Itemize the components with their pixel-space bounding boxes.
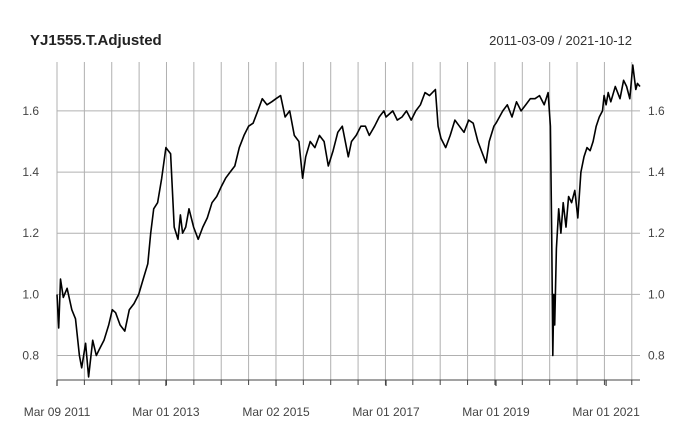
series-layer bbox=[56, 64, 641, 378]
x-tick-label: Mar 01 2017 bbox=[352, 405, 420, 419]
date-range-label: 2011-03-09 / 2021-10-12 bbox=[489, 33, 632, 48]
x-axis: Mar 09 2011 Mar 01 2013 Mar 02 2015 Mar 01 … bbox=[24, 379, 640, 419]
y-tick-label-right: 1.2 bbox=[648, 226, 665, 240]
y-tick-label-right: 1.6 bbox=[648, 104, 665, 118]
x-tick-label: Mar 01 2013 bbox=[132, 405, 200, 419]
y-tick-label-left: 1.4 bbox=[22, 165, 39, 179]
x-tick-label: Mar 09 2011 bbox=[24, 405, 91, 419]
y-axis-right-labels: 0.8 1.0 1.2 1.4 1.6 bbox=[648, 104, 665, 363]
x-tick-label: Mar 01 2021 bbox=[572, 405, 640, 419]
y-axis-left-labels: 0.8 1.0 1.2 1.4 1.6 bbox=[22, 104, 39, 363]
price-series-line bbox=[56, 64, 641, 378]
y-tick-label-left: 1.2 bbox=[22, 226, 39, 240]
y-tick-label-left: 1.0 bbox=[22, 287, 39, 301]
y-tick-label-left: 0.8 bbox=[22, 349, 39, 363]
y-tick-label-right: 1.4 bbox=[648, 165, 665, 179]
y-tick-label-right: 0.8 bbox=[648, 349, 665, 363]
x-tick-label: Mar 02 2015 bbox=[242, 405, 310, 419]
grid-layer bbox=[56, 62, 640, 380]
y-tick-label-left: 1.6 bbox=[22, 104, 39, 118]
x-tick-label: Mar 01 2019 bbox=[462, 405, 530, 419]
chart-title: YJ1555.T.Adjusted bbox=[30, 32, 162, 49]
y-tick-label-right: 1.0 bbox=[648, 287, 665, 301]
